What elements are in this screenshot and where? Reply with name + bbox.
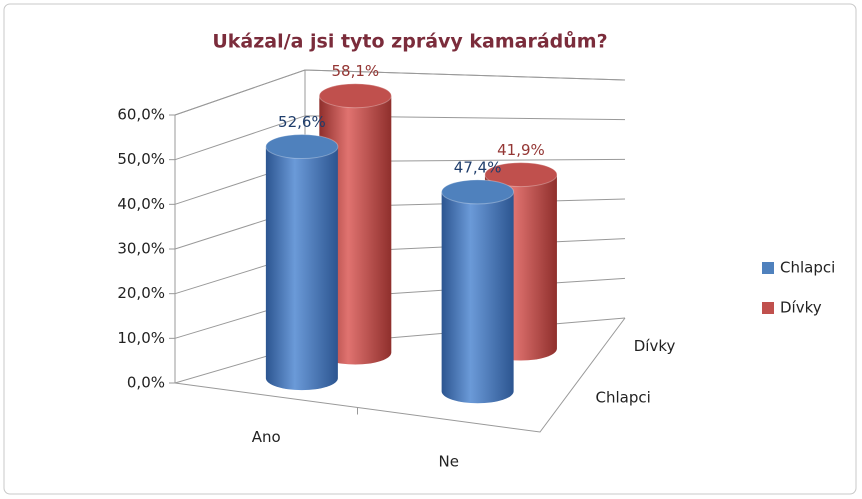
cylinder	[265, 134, 339, 391]
y-tick-label: 10,0%	[117, 329, 165, 347]
legend-swatch	[762, 262, 774, 274]
y-tick-label: 40,0%	[117, 195, 165, 213]
value-label: 58,1%	[331, 62, 379, 80]
depth-label: Dívky	[634, 337, 676, 355]
y-tick-label: 50,0%	[117, 150, 165, 168]
chart-frame	[3, 3, 857, 495]
y-tick-label: 20,0%	[117, 284, 165, 302]
cylinder-body	[265, 146, 338, 391]
grid-line	[174, 115, 626, 161]
cylinder	[441, 179, 515, 404]
cylinder-top	[318, 83, 392, 109]
x-tick-label: Ano	[252, 428, 281, 446]
y-tick-label: 30,0%	[117, 240, 165, 258]
x-tick-label: Ne	[439, 452, 459, 470]
cylinder-top	[441, 179, 515, 205]
floor-outline	[174, 317, 626, 433]
chart-title: Ukázal/a jsi tyto zprávy kamarádům?	[212, 30, 607, 53]
value-label: 47,4%	[454, 158, 502, 176]
legend-label: Dívky	[780, 299, 822, 317]
legend-swatch	[762, 302, 774, 314]
grid-line	[174, 69, 626, 116]
y-tick-label: 60,0%	[117, 106, 165, 124]
depth-label: Chlapci	[596, 388, 651, 406]
cylinder-body	[441, 191, 514, 404]
legend-label: Chlapci	[780, 259, 835, 277]
cylinder-top	[484, 162, 558, 188]
value-label: 52,6%	[278, 113, 326, 131]
y-tick-label: 0,0%	[127, 374, 165, 392]
value-label: 41,9%	[497, 141, 545, 159]
cylinder-top	[265, 134, 339, 160]
